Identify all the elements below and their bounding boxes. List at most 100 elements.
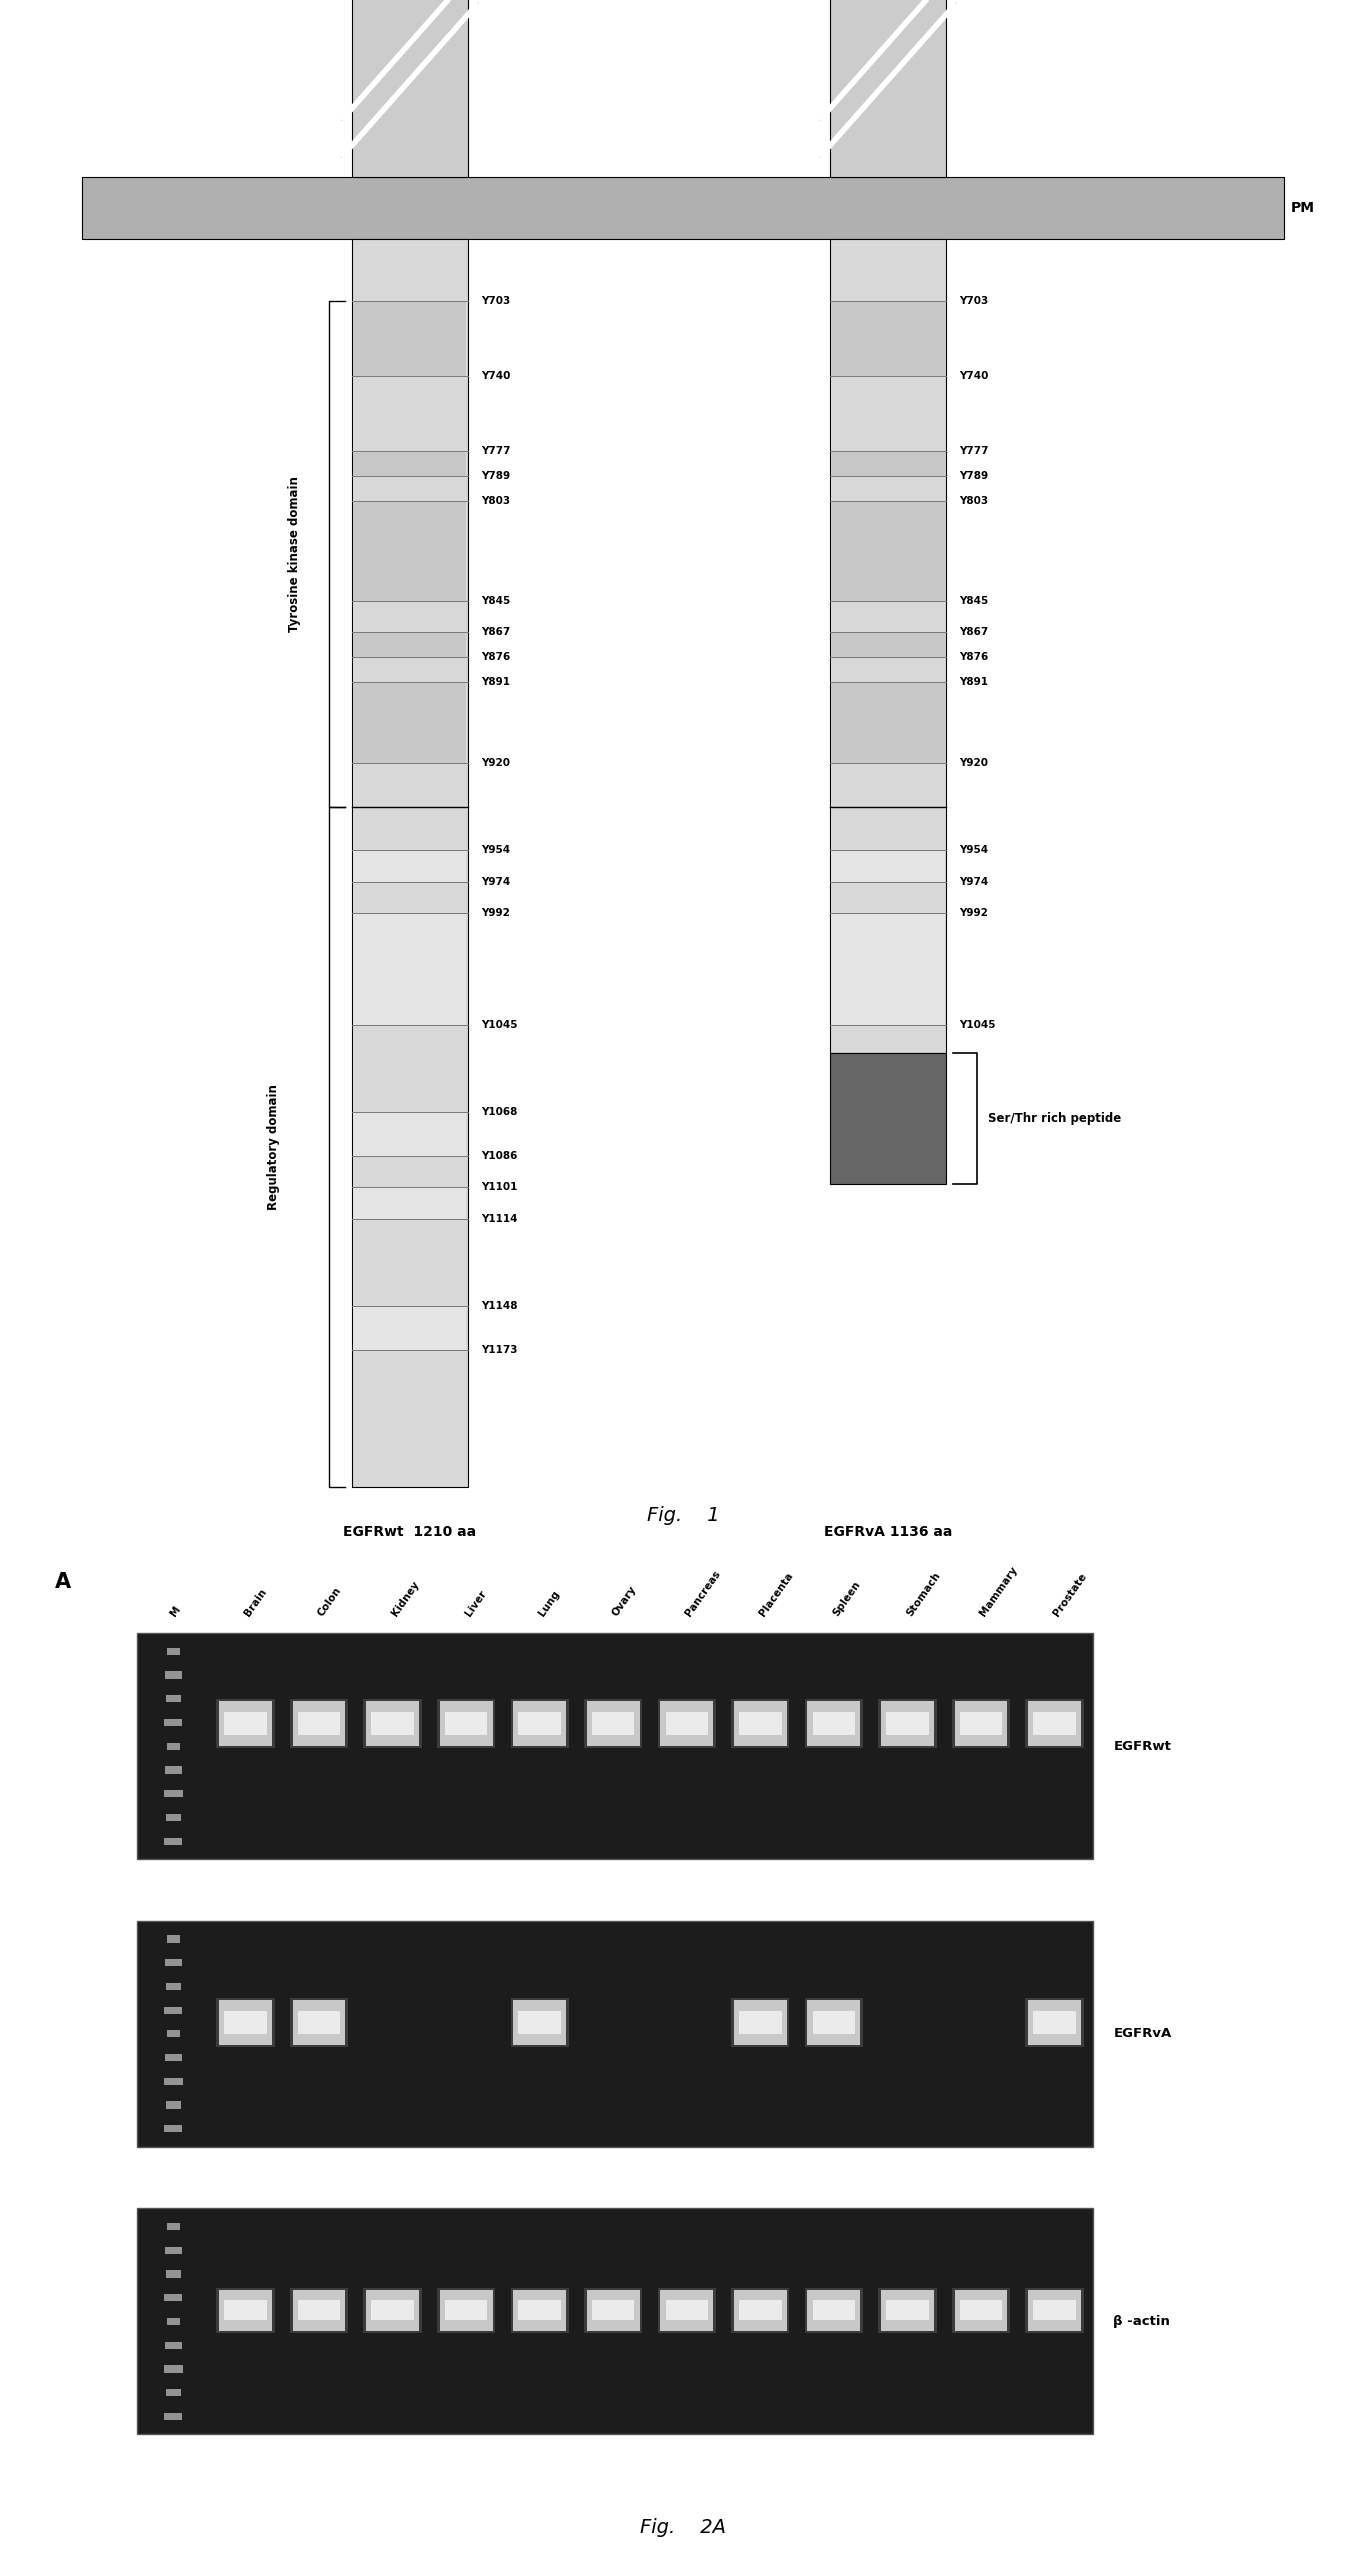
Bar	[352, 1307, 467, 1351]
Text: Y803: Y803	[481, 496, 511, 506]
Bar	[660, 1700, 713, 1746]
Bar	[511, 2288, 568, 2332]
Bar	[831, 501, 945, 601]
Bar	[216, 2288, 275, 2332]
Bar	[165, 2270, 180, 2278]
Text: Y992: Y992	[481, 907, 511, 917]
Text: Y867: Y867	[959, 627, 989, 637]
Text: Liver: Liver	[463, 1587, 488, 1618]
Text: A: A	[55, 1572, 71, 1592]
Bar	[657, 2288, 716, 2332]
Text: Fig.    2A: Fig. 2A	[641, 2519, 725, 2537]
Bar	[292, 1700, 346, 1746]
Text: β -actin: β -actin	[1113, 2314, 1171, 2329]
Text: Ser/Thr rich peptide: Ser/Thr rich peptide	[989, 1112, 1121, 1125]
Bar	[807, 1700, 861, 1746]
Bar	[352, 763, 467, 850]
Bar	[164, 1790, 183, 1798]
Bar	[82, 177, 1284, 239]
Bar	[164, 2006, 182, 2013]
Bar	[164, 2293, 182, 2301]
Bar	[352, 881, 467, 912]
Text: Y954: Y954	[959, 845, 989, 855]
Text: Y876: Y876	[959, 652, 989, 663]
Bar	[813, 1713, 855, 1736]
Bar	[519, 2301, 561, 2321]
Bar	[137, 1633, 1093, 1859]
Text: EGFRwt  1210 aa: EGFRwt 1210 aa	[343, 1525, 477, 1538]
Bar	[734, 1700, 787, 1746]
Bar	[298, 1713, 340, 1736]
Bar	[731, 2288, 790, 2332]
Text: Pancreas: Pancreas	[684, 1569, 723, 1618]
Bar	[167, 2319, 180, 2324]
Bar	[807, 2291, 861, 2332]
Bar	[352, 501, 467, 601]
Bar	[298, 2011, 340, 2034]
Bar	[352, 657, 467, 683]
Bar	[165, 2342, 182, 2350]
Text: Tyrosine kinase domain: Tyrosine kinase domain	[288, 475, 301, 632]
Bar	[831, 239, 945, 1053]
Bar	[440, 1700, 493, 1746]
Bar	[519, 2011, 561, 2034]
Bar	[739, 2011, 781, 2034]
Bar	[164, 2078, 183, 2085]
Bar	[1029, 1700, 1081, 1746]
Bar	[290, 2288, 348, 2332]
Bar	[739, 1713, 781, 1736]
Text: M: M	[169, 1602, 183, 1618]
Text: EGFRwt: EGFRwt	[1113, 1739, 1171, 1754]
Bar	[164, 2126, 182, 2131]
Bar	[831, 475, 945, 501]
Text: Y740: Y740	[959, 372, 989, 380]
Bar	[887, 1713, 929, 1736]
Text: Y703: Y703	[959, 295, 989, 306]
Text: Y1068: Y1068	[481, 1107, 518, 1117]
Text: Y740: Y740	[481, 372, 511, 380]
Bar	[831, 657, 945, 683]
Text: Y867: Y867	[481, 627, 511, 637]
Bar	[224, 2301, 266, 2321]
Bar	[831, 375, 945, 452]
Bar	[437, 2288, 496, 2332]
Text: Y1173: Y1173	[481, 1346, 518, 1353]
Text: Y789: Y789	[959, 470, 989, 480]
Text: Y920: Y920	[481, 758, 511, 768]
Bar	[445, 1713, 488, 1736]
Bar	[165, 1767, 182, 1774]
Bar	[216, 1700, 275, 1749]
Bar	[587, 2291, 639, 2332]
Bar	[960, 2301, 1003, 2321]
Bar	[290, 1998, 348, 2047]
Text: Regulatory domain: Regulatory domain	[268, 1084, 280, 1210]
Bar	[805, 2288, 863, 2332]
Text: Y876: Y876	[481, 652, 511, 663]
Bar	[165, 1813, 180, 1821]
Text: Y992: Y992	[959, 907, 989, 917]
Bar	[165, 1695, 180, 1703]
Bar	[363, 1700, 422, 1749]
Bar	[219, 2291, 272, 2332]
Bar	[519, 1713, 561, 1736]
Bar	[511, 1998, 568, 2047]
Bar	[224, 2011, 266, 2034]
Text: Placenta: Placenta	[757, 1569, 795, 1618]
Text: Y777: Y777	[481, 447, 511, 457]
Bar	[366, 1700, 419, 1746]
Bar	[960, 1713, 1003, 1736]
Bar	[352, 1156, 467, 1186]
Bar	[352, 1112, 467, 1156]
Bar	[805, 1700, 863, 1749]
Bar	[514, 2291, 566, 2332]
Bar	[1033, 1713, 1076, 1736]
Bar	[437, 1700, 496, 1749]
Bar	[445, 2301, 488, 2321]
Bar	[878, 2288, 937, 2332]
Bar	[352, 912, 467, 1025]
Bar	[164, 1839, 182, 1844]
Bar	[165, 1959, 182, 1967]
Bar	[831, 850, 945, 881]
Text: PM: PM	[1291, 200, 1315, 216]
Bar	[290, 1700, 348, 1749]
